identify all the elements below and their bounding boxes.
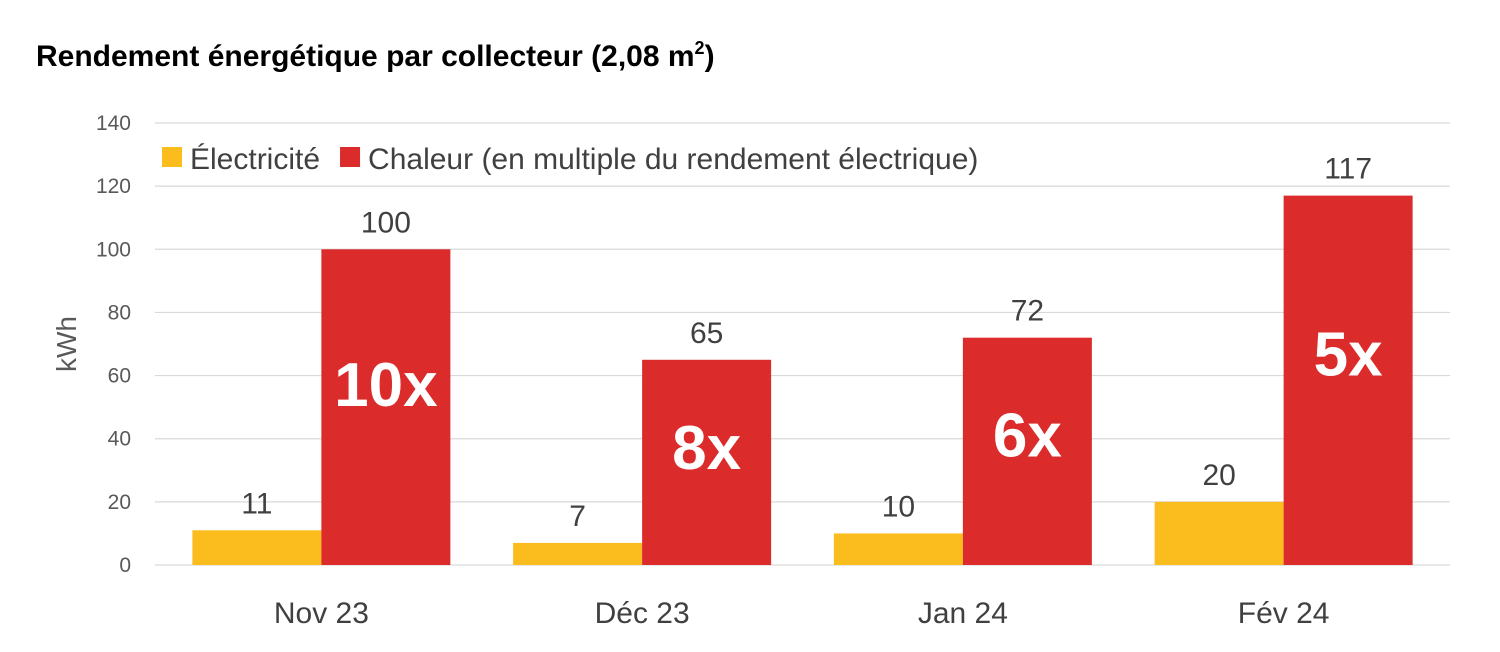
y-tick-label: 80 <box>108 301 131 324</box>
data-labels: 11 100 10x 7 65 8x 10 72 6x 20 117 5x <box>241 153 1383 533</box>
y-tick-label: 100 <box>96 238 131 261</box>
y-tick-label: 0 <box>119 554 131 577</box>
x-category-label: Fév 24 <box>1238 597 1330 630</box>
chart-title-end: ) <box>704 40 715 73</box>
data-label-electricity: 7 <box>569 500 586 533</box>
legend-swatch-electricity <box>162 147 182 167</box>
bar-heat <box>1283 195 1413 565</box>
y-axis-ticks: 0 20 40 60 80 100 120 140 <box>96 112 131 577</box>
data-label-heat: 65 <box>690 317 723 350</box>
x-category-label: Déc 23 <box>595 597 690 630</box>
data-label-electricity: 11 <box>241 487 272 520</box>
legend-swatch-heat <box>340 147 361 167</box>
data-label-electricity: 20 <box>1202 459 1235 492</box>
y-tick-label: 120 <box>96 175 131 198</box>
y-tick-label: 60 <box>108 365 131 388</box>
heat-multiple-label: 8x <box>672 414 741 483</box>
y-axis-title: kWh <box>51 316 82 372</box>
heat-multiple-label: 6x <box>993 401 1062 470</box>
x-category-label: Jan 24 <box>918 597 1008 630</box>
y-tick-label: 20 <box>108 491 131 514</box>
legend: Électricité Chaleur (en multiple du rende… <box>162 143 978 176</box>
legend-label-electricity: Électricité <box>190 143 320 176</box>
bar-electricity <box>833 533 963 565</box>
bar-electricity <box>192 530 322 565</box>
data-label-electricity: 10 <box>882 490 915 523</box>
chart-title: Rendement énergétique par collecteur (2,… <box>36 38 715 74</box>
y-tick-label: 40 <box>108 428 131 451</box>
bars <box>192 195 1413 566</box>
y-tick-label: 140 <box>96 112 131 135</box>
data-label-heat: 117 <box>1324 153 1372 186</box>
bar-heat <box>642 359 772 565</box>
bar-heat <box>962 337 1092 565</box>
heat-multiple-label: 10x <box>334 351 438 420</box>
data-label-heat: 100 <box>361 206 411 239</box>
chart-title-text: Rendement énergétique par collecteur (2,… <box>36 40 695 73</box>
data-label-heat: 72 <box>1011 295 1044 328</box>
x-category-label: Nov 23 <box>274 597 369 630</box>
bar-electricity <box>1154 501 1284 565</box>
legend-label-heat: Chaleur (en multiple du rendement électr… <box>368 143 978 176</box>
bar-heat <box>321 249 451 566</box>
heat-multiple-label: 5x <box>1314 320 1383 389</box>
x-axis-categories: Nov 23 Déc 23 Jan 24 Fév 24 <box>274 597 1330 630</box>
chart-title-superscript: 2 <box>694 38 705 58</box>
bar-electricity <box>513 542 643 565</box>
